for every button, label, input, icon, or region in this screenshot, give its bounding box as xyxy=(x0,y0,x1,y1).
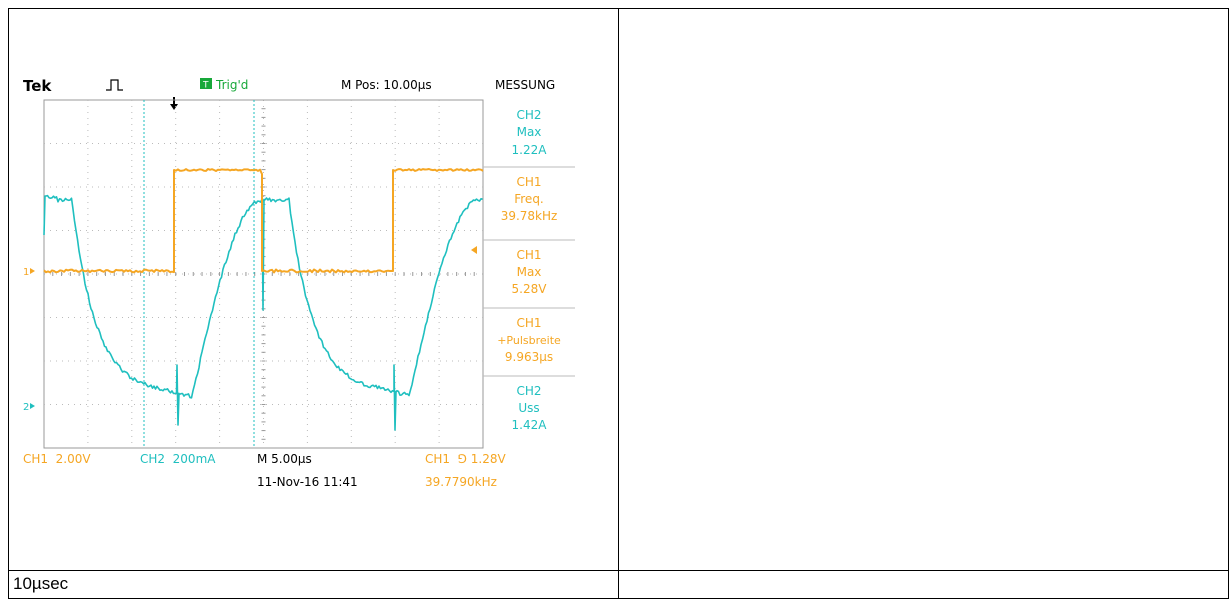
measurement-2: CH1 Freq. 39.78kHz xyxy=(501,175,558,223)
brand-logo: Tek xyxy=(23,77,52,95)
svg-text:Uss: Uss xyxy=(518,401,539,415)
caption-right xyxy=(619,570,1229,598)
svg-text:T: T xyxy=(202,81,209,91)
m-pos: M Pos: 10.00µs xyxy=(341,78,432,92)
svg-text:Max: Max xyxy=(517,125,542,139)
svg-text:1.22A: 1.22A xyxy=(512,143,548,157)
measurement-5: CH2 Uss 1.42A xyxy=(512,384,548,432)
timebase: M 5.00µs xyxy=(257,452,312,466)
svg-text:9.963µs: 9.963µs xyxy=(505,350,553,364)
trigger-info: CH1 ⅁ 1.28V xyxy=(425,452,506,466)
svg-text:CH1: CH1 xyxy=(516,248,541,262)
svg-text:Max: Max xyxy=(517,265,542,279)
caption-left: 10µsec xyxy=(9,570,619,598)
measurement-4: CH1 +Pulsbreite 9.963µs xyxy=(497,316,561,364)
measurement-panel: CH2 Max 1.22A CH1 Freq. 39.78kHz CH1 Max… xyxy=(483,108,575,432)
measurement-1: CH2 Max 1.22A xyxy=(512,108,548,157)
svg-text:Freq.: Freq. xyxy=(514,192,544,206)
trigger-status: Trig'd xyxy=(215,78,248,92)
ch1-ground-marker: 1 xyxy=(23,267,29,278)
ch2-scale: CH2 200mA xyxy=(140,452,216,466)
ch1-scale: CH1 2.00V xyxy=(23,452,91,466)
empty-cell-top-right xyxy=(619,9,1229,571)
trigger-frequency: 39.7790kHz xyxy=(425,475,497,489)
svg-text:CH2: CH2 xyxy=(516,108,541,122)
oscilloscope-screenshot: Tek T Trig'd M Pos: 10.00µs MESSUNG 1 2 xyxy=(17,75,579,494)
ch2-ground-marker: 2 xyxy=(23,402,29,413)
menu-title: MESSUNG xyxy=(495,78,555,92)
svg-text:5.28V: 5.28V xyxy=(512,282,548,296)
date-time: 11-Nov-16 11:41 xyxy=(257,475,358,489)
svg-text:1.42A: 1.42A xyxy=(512,418,548,432)
trigger-level-marker xyxy=(471,246,477,254)
svg-text:+Pulsbreite: +Pulsbreite xyxy=(497,334,561,347)
pulse-icon xyxy=(106,80,123,90)
svg-text:CH1: CH1 xyxy=(516,316,541,330)
trigger-position-arrow-icon xyxy=(170,97,178,110)
measurement-3: CH1 Max 5.28V xyxy=(512,248,548,296)
svg-text:CH2: CH2 xyxy=(516,384,541,398)
svg-text:CH1: CH1 xyxy=(516,175,541,189)
svg-text:39.78kHz: 39.78kHz xyxy=(501,209,558,223)
